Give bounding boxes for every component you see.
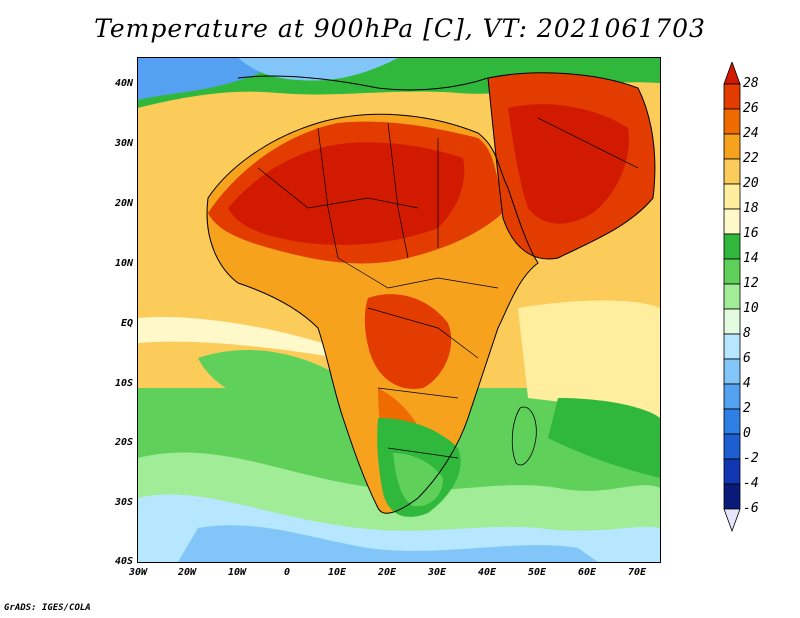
colorbar-segment: [723, 158, 741, 185]
colorbar-level-label: 10: [743, 301, 759, 316]
lat-tick-label: 30S: [114, 497, 133, 508]
colorbar-segment: [723, 383, 741, 410]
colorbar-level-label: -2: [743, 451, 759, 466]
lon-tick-label: 50E: [527, 567, 547, 578]
colorbar-level-label: 18: [743, 201, 759, 216]
colorbar-level-label: -6: [743, 501, 759, 516]
colorbar-segment: [723, 258, 741, 285]
colorbar-level-label: 16: [743, 226, 759, 241]
colorbar-level-label: 12: [743, 276, 759, 291]
colorbar-segment: [723, 483, 741, 510]
lon-tick-label: 20E: [377, 567, 397, 578]
colorbar-level-label: 14: [743, 251, 759, 266]
colorbar-level-label: 4: [743, 376, 751, 391]
map-title: Temperature at 900hPa [C], VT: 202106170…: [94, 14, 706, 43]
colorbar-segment: [723, 458, 741, 485]
colorbar-segment: [723, 133, 741, 160]
colorbar-segment: [723, 108, 741, 135]
lon-tick-label: 10E: [327, 567, 347, 578]
colorbar-segment: [723, 283, 741, 310]
lon-tick-label: 40E: [477, 567, 497, 578]
lon-tick-label: 60E: [577, 567, 597, 578]
colorbar-segment: [723, 233, 741, 260]
colorbar-level-label: 0: [743, 426, 751, 441]
lat-tick-label: 40S: [114, 556, 133, 567]
lon-tick-label: 0: [283, 567, 291, 578]
lon-tick-label: 30W: [128, 567, 148, 578]
lat-tick-label: 20S: [114, 437, 133, 448]
colorbar-segment: [723, 358, 741, 385]
footer-credit: GrADS: IGES/COLA: [4, 603, 91, 613]
colorbar-level-label: 24: [743, 126, 759, 141]
colorbar-segment: [723, 333, 741, 360]
colorbar-level-label: 26: [743, 101, 759, 116]
colorbar-segment: [723, 62, 741, 85]
lat-tick-label: 20N: [114, 198, 133, 209]
colorbar-level-label: 20: [743, 176, 759, 191]
lat-tick-label: 40N: [114, 78, 133, 89]
colorbar-segment: [723, 208, 741, 235]
lat-tick-label: EQ: [120, 318, 133, 329]
colorbar-level-label: -4: [743, 476, 759, 491]
lat-tick-label: 30N: [114, 138, 133, 149]
lat-tick-label: 10N: [114, 258, 133, 269]
colorbar-segment: [723, 83, 741, 110]
lon-tick-label: 10W: [227, 567, 247, 578]
temperature-map: [137, 57, 661, 563]
colorbar-level-label: 28: [743, 76, 759, 91]
lon-tick-label: 70E: [627, 567, 647, 578]
lat-tick-label: 10S: [114, 378, 133, 389]
colorbar-segment: [723, 508, 741, 533]
colorbar-level-label: 6: [743, 351, 751, 366]
colorbar-segment: [723, 408, 741, 435]
colorbar-segment: [723, 433, 741, 460]
colorbar-level-label: 22: [743, 151, 759, 166]
lon-tick-label: 30E: [427, 567, 447, 578]
colorbar: [723, 62, 741, 533]
lon-tick-label: 20W: [177, 567, 197, 578]
colorbar-level-label: 2: [743, 401, 751, 416]
colorbar-level-label: 8: [743, 326, 751, 341]
colorbar-segment: [723, 183, 741, 210]
colorbar-segment: [723, 308, 741, 335]
